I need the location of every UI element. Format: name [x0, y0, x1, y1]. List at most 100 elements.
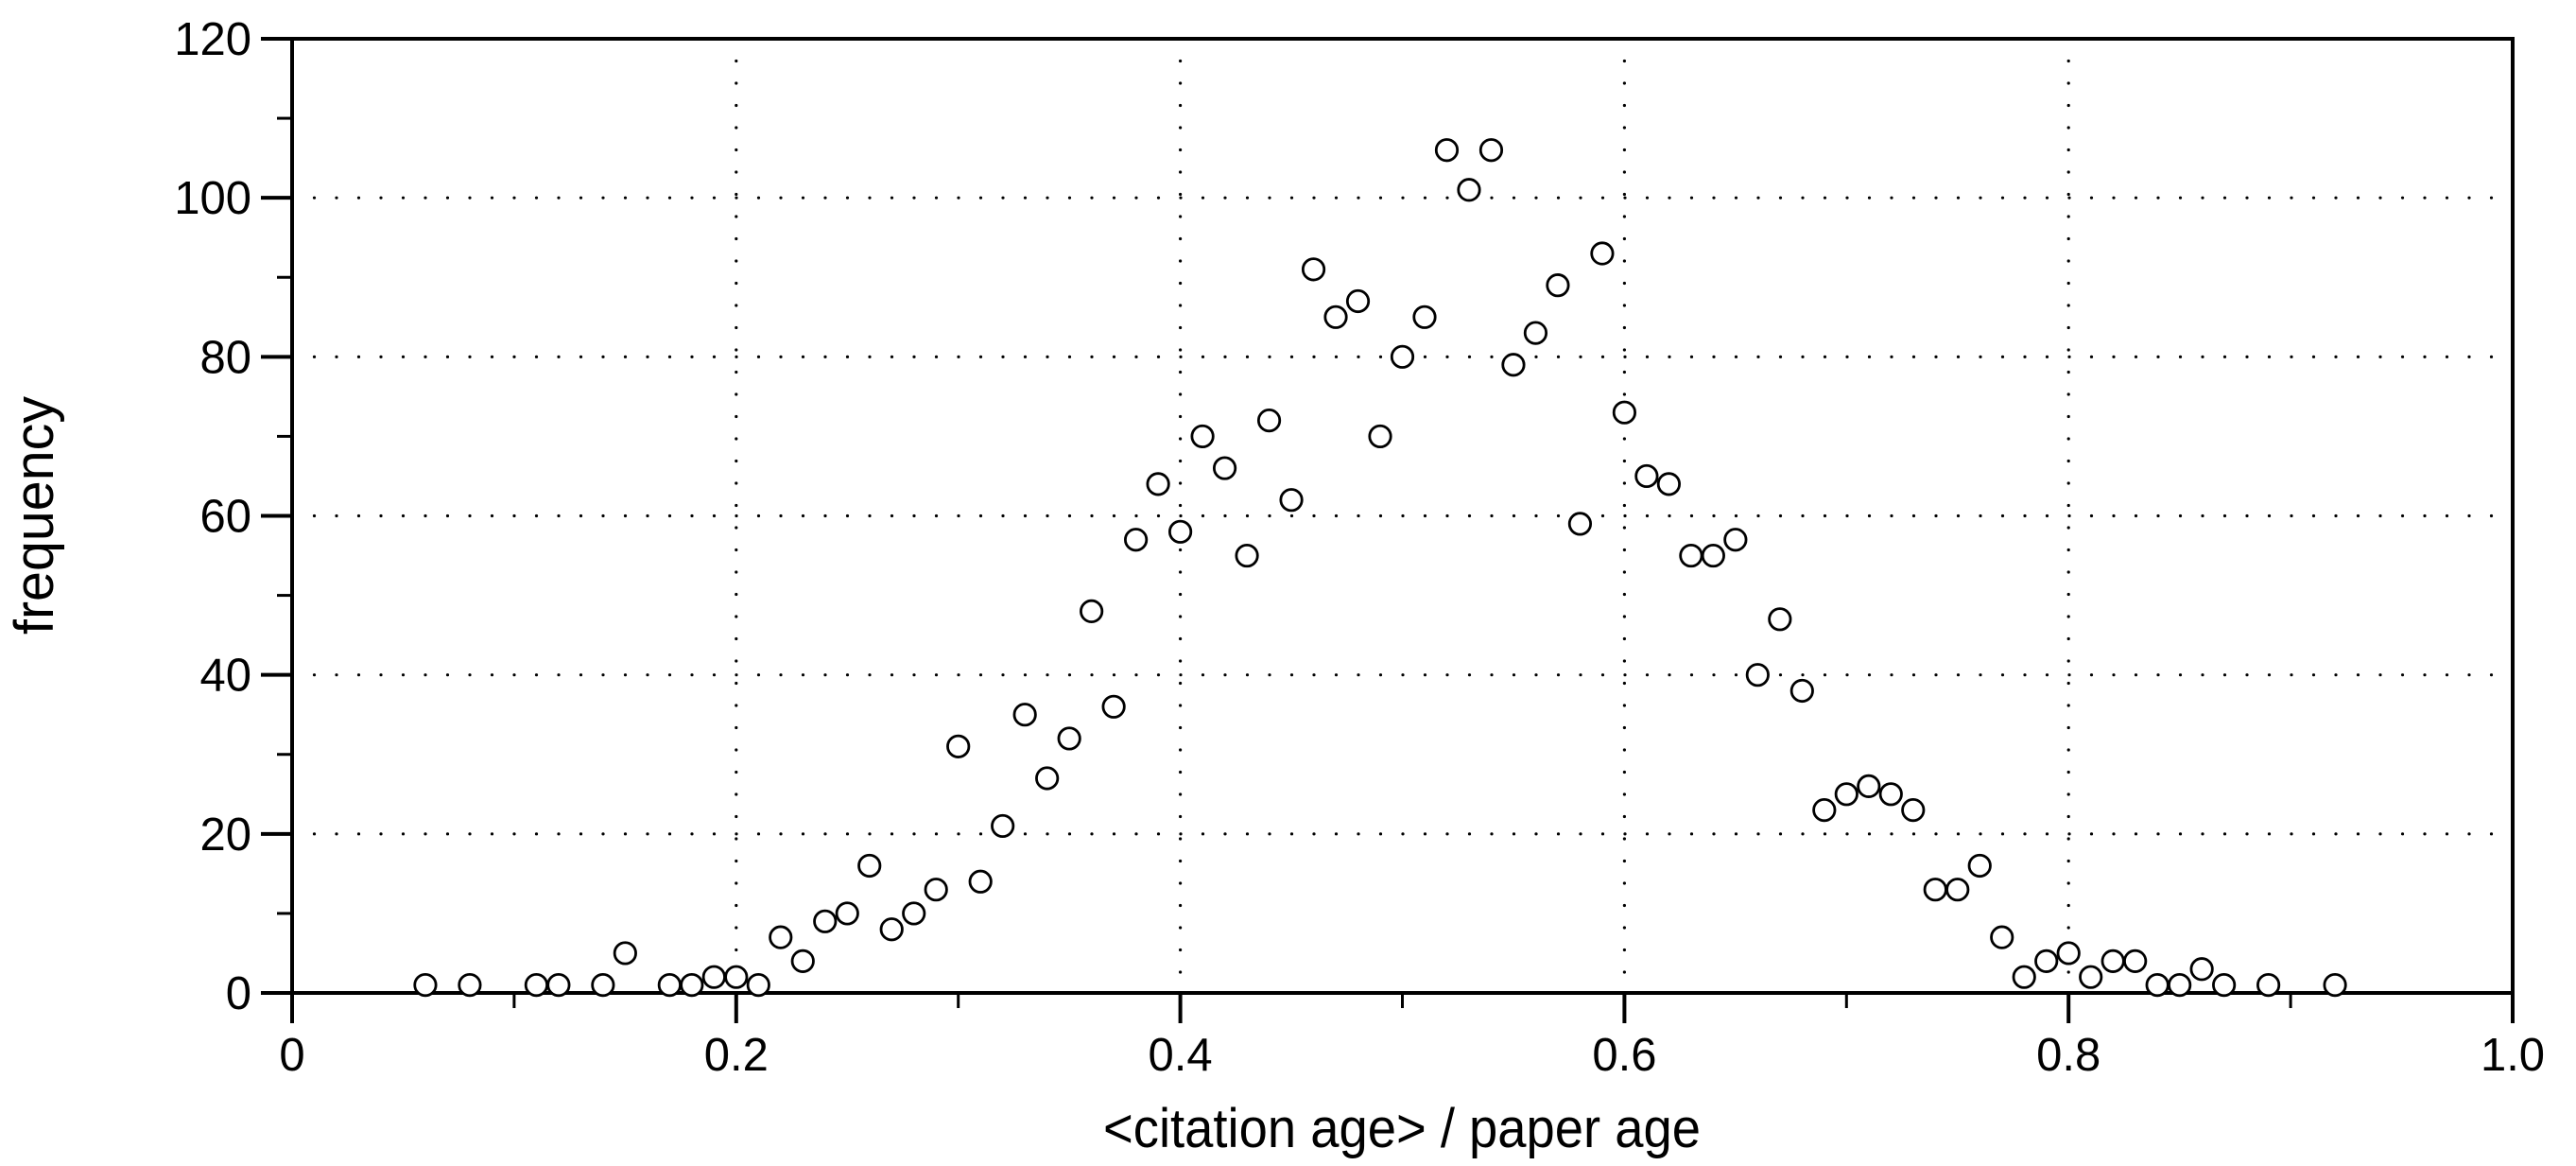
- x-tick-label: 1.0: [2481, 1030, 2545, 1081]
- data-point: [1834, 782, 1859, 807]
- y-tick-label: 60: [199, 492, 251, 543]
- data-point: [1634, 463, 1659, 489]
- y-tick-label: 100: [174, 173, 251, 224]
- data-point: [2056, 941, 2081, 966]
- data-point: [2123, 948, 2148, 973]
- data-point: [857, 853, 882, 879]
- data-point: [902, 901, 926, 926]
- x-axis-ticks: [290, 993, 2515, 1023]
- data-point: [1190, 424, 1215, 449]
- data-point: [2256, 972, 2281, 998]
- data-point: [1967, 853, 1992, 879]
- gridlines: [290, 37, 2515, 995]
- data-point: [1080, 599, 1104, 624]
- data-point: [1812, 798, 1837, 823]
- data-point: [835, 901, 859, 926]
- data-point: [1368, 424, 1392, 449]
- y-axis-tick-labels: 0 20 40 60 80 100 120: [174, 14, 251, 1019]
- x-axis-label: <citation age> / paper age: [1103, 1098, 1701, 1159]
- data-point: [2168, 972, 2192, 998]
- data-point: [1523, 321, 1548, 345]
- data-point: [1612, 400, 1637, 425]
- data-point: [2034, 948, 2059, 973]
- data-point: [613, 941, 637, 966]
- x-axis-tick-labels: 0 0.2 0.4 0.6 0.8 1.0: [279, 1030, 2545, 1081]
- data-point: [1256, 408, 1282, 433]
- data-point: [1878, 782, 1903, 807]
- data-point: [991, 813, 1015, 839]
- y-axis-label: frequency: [4, 396, 65, 635]
- data-point: [1390, 344, 1415, 369]
- data-point: [701, 965, 726, 989]
- data-point: [413, 972, 438, 998]
- data-point: [2323, 972, 2347, 998]
- data-point: [2079, 965, 2103, 989]
- data-point: [1990, 925, 2014, 949]
- data-point: [1101, 694, 1126, 719]
- data-point: [724, 965, 749, 989]
- data-point: [1345, 288, 1371, 314]
- data-point: [1146, 472, 1170, 496]
- data-point: [1012, 703, 1037, 727]
- data-point: [746, 972, 770, 998]
- x-tick-label: 0.4: [1149, 1030, 1213, 1081]
- data-point: [1857, 774, 1881, 798]
- data-point: [1768, 607, 1792, 632]
- data-point: [879, 917, 904, 942]
- y-tick-label: 120: [174, 14, 251, 65]
- data-point: [1567, 512, 1593, 536]
- data-point: [1701, 543, 1725, 568]
- data-point: [1945, 878, 1970, 902]
- data-point: [1124, 528, 1149, 552]
- data-point: [790, 948, 815, 973]
- data-point: [1901, 798, 1926, 823]
- y-tick-label: 80: [199, 332, 251, 383]
- data-point: [1279, 488, 1304, 513]
- y-axis-ticks: [261, 37, 292, 995]
- data-point: [1457, 178, 1481, 202]
- data-point: [2012, 965, 2036, 989]
- data-point: [1723, 528, 1748, 552]
- data-point: [1323, 305, 1348, 329]
- data-point: [657, 972, 682, 998]
- x-tick-label: 0: [279, 1030, 304, 1081]
- data-point: [524, 972, 548, 998]
- data-point: [2145, 972, 2170, 998]
- data-point: [769, 925, 793, 949]
- data-point: [1057, 726, 1081, 751]
- data-point: [1301, 257, 1326, 282]
- x-tick-label: 0.2: [704, 1030, 769, 1081]
- data-point: [1656, 472, 1681, 496]
- data-point: [1168, 519, 1193, 544]
- data-point: [924, 878, 948, 902]
- data-point: [968, 869, 993, 894]
- data-point: [1923, 878, 1947, 902]
- data-point: [591, 972, 615, 998]
- x-tick-label: 0.8: [2036, 1030, 2101, 1081]
- y-tick-label: 20: [199, 809, 251, 861]
- data-point: [1546, 273, 1570, 298]
- data-point: [1035, 766, 1060, 791]
- data-point: [1501, 353, 1526, 377]
- data-point: [1478, 138, 1504, 163]
- data-point: [1235, 543, 1259, 568]
- data-point: [1679, 543, 1703, 568]
- data-point: [1434, 138, 1460, 163]
- y-tick-label: 0: [226, 968, 251, 1019]
- data-point: [680, 972, 704, 998]
- data-points: [413, 138, 2347, 998]
- data-point: [458, 972, 482, 998]
- data-point: [813, 909, 838, 933]
- data-point: [946, 734, 971, 758]
- data-point: [1412, 305, 1437, 329]
- data-point: [2101, 948, 2125, 973]
- data-point: [2212, 972, 2237, 998]
- data-point: [2189, 957, 2214, 982]
- data-point: [1590, 241, 1615, 266]
- y-tick-label: 40: [199, 651, 251, 702]
- x-tick-label: 0.6: [1592, 1030, 1656, 1081]
- data-point: [1212, 456, 1237, 480]
- data-point: [1745, 663, 1770, 687]
